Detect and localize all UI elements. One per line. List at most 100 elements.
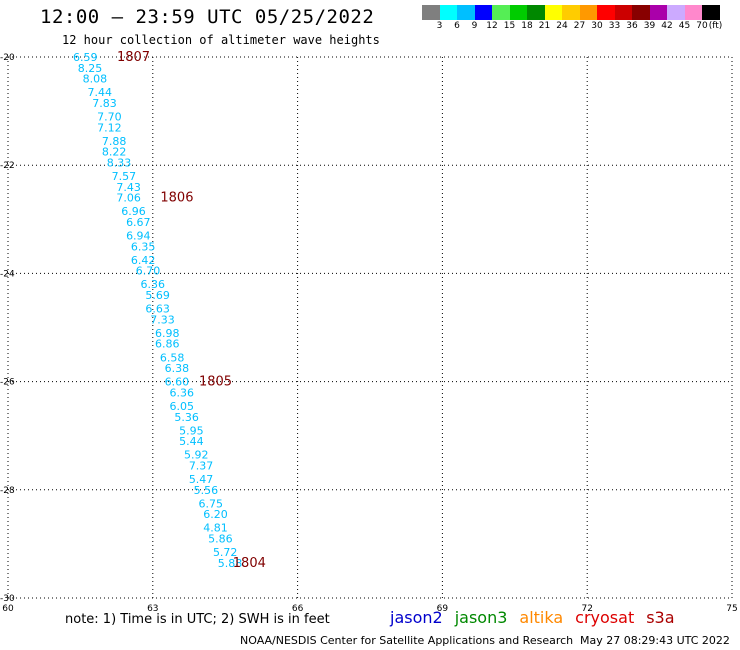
swh-value-label: 6.20 <box>203 508 228 521</box>
x-tick-label: 63 <box>147 604 158 614</box>
legend-label: 36 <box>626 21 638 31</box>
legend-swatch <box>422 5 440 20</box>
swh-value-label: 4.81 <box>203 522 228 535</box>
legend-label: 3 <box>436 21 443 31</box>
legend-label: 12 <box>486 21 498 31</box>
swh-value-label: 6.86 <box>155 338 180 351</box>
legend-swatch <box>649 5 667 20</box>
mission-label: altika <box>519 608 564 627</box>
legend-label: 45 <box>678 21 691 31</box>
time-label: 1806 <box>160 191 193 206</box>
y-tick-label: -30 <box>0 594 15 604</box>
mission-label: s3a <box>646 608 675 627</box>
legend-swatch <box>474 5 492 20</box>
swh-value-label: 7.88 <box>102 135 127 148</box>
swh-value-label: 6.96 <box>121 205 146 218</box>
time-label: 1805 <box>199 375 232 390</box>
legend-swatch <box>597 5 615 20</box>
swh-value-label: 6.42 <box>131 254 156 267</box>
legend-label: 9 <box>471 21 478 31</box>
swh-value-label: 7.12 <box>97 121 122 134</box>
swh-value-label: 5.92 <box>184 449 209 462</box>
legend-label: 27 <box>573 21 586 31</box>
swh-value-label: 6.59 <box>73 51 98 64</box>
swh-value-label: 7.83 <box>92 97 117 110</box>
y-tick-label: -24 <box>0 269 15 279</box>
legend-label: 39 <box>643 21 656 31</box>
swh-value-label: 5.44 <box>179 435 204 448</box>
swh-value-label: 6.67 <box>126 216 151 229</box>
swh-value-label: 7.06 <box>116 192 141 205</box>
x-tick-label: 69 <box>437 604 449 614</box>
legend-swatch <box>614 5 632 20</box>
legend-swatch <box>509 5 527 20</box>
swh-value-label: 6.75 <box>198 497 223 510</box>
legend-swatch <box>439 5 457 20</box>
x-tick-label: 72 <box>581 604 592 614</box>
mission-label: jason2 <box>390 608 443 627</box>
y-tick-label: -28 <box>0 486 15 496</box>
swh-value-label: 5.72 <box>213 546 238 559</box>
legend-swatch <box>579 5 597 20</box>
swh-value-label: 5.86 <box>208 532 233 545</box>
y-tick-label: -22 <box>0 161 15 171</box>
swh-value-label: 7.33 <box>150 313 175 326</box>
swh-value-label: 6.36 <box>141 278 166 291</box>
page-subtitle: 12 hour collection of altimeter wave hei… <box>62 33 380 47</box>
swh-value-label: 5.56 <box>194 484 219 497</box>
swh-value-label: 6.38 <box>165 362 190 375</box>
legend-swatch <box>702 5 720 20</box>
mission-label: cryosat <box>575 608 635 627</box>
x-tick-label: 60 <box>2 604 14 614</box>
swh-value-label: 6.98 <box>155 327 180 340</box>
legend-swatch <box>457 5 475 20</box>
swh-value-label: 6.60 <box>165 376 190 389</box>
legend-unit: (ft) <box>708 21 723 31</box>
swh-value-label: 6.35 <box>131 240 156 253</box>
legend-swatch <box>492 5 510 20</box>
y-tick-label: -20 <box>0 53 15 63</box>
legend-label: 42 <box>661 21 673 31</box>
swh-value-label: 6.94 <box>126 230 151 243</box>
legend-label: 6 <box>454 21 460 31</box>
swh-value-label: 8.08 <box>83 73 108 86</box>
swh-value-label: 6.63 <box>145 303 170 316</box>
page-title: 12:00 – 23:59 UTC 05/25/2022 <box>40 6 375 28</box>
swh-value-label: 7.70 <box>97 111 122 124</box>
time-label: 1804 <box>233 556 266 571</box>
swh-value-label: 6.70 <box>136 265 161 278</box>
swh-value-label: 5.69 <box>145 289 170 302</box>
swh-value-label: 8.33 <box>107 156 132 169</box>
swh-value-label: 5.88 <box>218 557 243 570</box>
swh-value-label: 8.22 <box>102 146 127 159</box>
legend-label: 21 <box>538 21 551 31</box>
swh-value-label: 6.36 <box>170 386 195 399</box>
legend-label: 70 <box>696 21 708 31</box>
legend-swatch <box>544 5 562 20</box>
swh-value-label: 8.25 <box>78 62 103 75</box>
legend-label: 30 <box>591 21 603 31</box>
swh-value-label: 7.57 <box>112 170 137 183</box>
legend-label: 33 <box>608 21 621 31</box>
swh-value-label: 5.95 <box>179 424 204 437</box>
legend-swatch <box>562 5 580 20</box>
swh-value-label: 5.47 <box>189 473 214 486</box>
swh-value-label: 6.58 <box>160 351 185 364</box>
legend-swatch <box>684 5 702 20</box>
y-tick-label: -26 <box>0 378 15 388</box>
swh-value-label: 7.37 <box>189 459 214 472</box>
footer-credit: NOAA/NESDIS Center for Satellite Applica… <box>240 634 574 647</box>
swh-value-label: 7.43 <box>116 181 141 194</box>
legend-swatch <box>527 5 545 20</box>
swh-value-label: 5.36 <box>174 411 199 424</box>
swh-value-label: 7.44 <box>87 86 112 99</box>
x-tick-label: 75 <box>726 604 737 614</box>
time-label: 1807 <box>117 50 150 65</box>
legend-label: 18 <box>521 21 533 31</box>
swh-value-label: 6.05 <box>170 400 195 413</box>
footer-note: note: 1) Time is in UTC; 2) SWH is in fe… <box>65 612 330 627</box>
x-tick-label: 66 <box>292 604 304 614</box>
legend-label: 24 <box>556 21 568 31</box>
mission-legend: jason2 jason3 altika cryosat s3a <box>390 608 687 627</box>
